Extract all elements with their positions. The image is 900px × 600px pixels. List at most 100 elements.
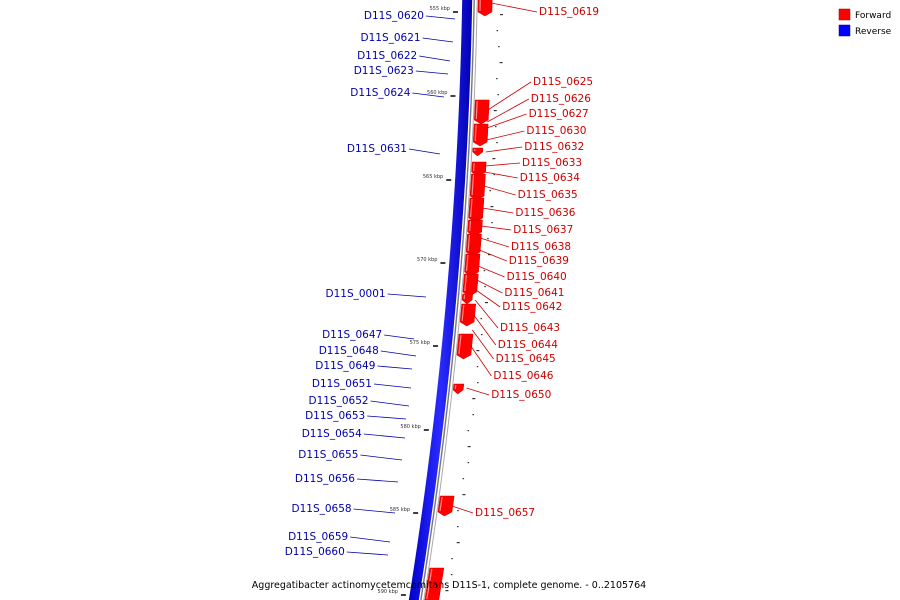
reverse-gene-label: D11S_0660	[285, 546, 345, 558]
forward-gene-block	[462, 273, 479, 297]
leader-line	[370, 400, 410, 407]
leader-line	[380, 350, 417, 357]
leader-line	[422, 37, 454, 43]
leader-line	[363, 433, 406, 439]
scale-tick	[492, 158, 496, 160]
forward-gene-label: D11S_0644	[498, 339, 558, 351]
forward-gene-label: D11S_0626	[531, 93, 591, 105]
scale-tick	[451, 558, 453, 560]
reverse-gene-label: D11S_0659	[288, 531, 348, 543]
leader-line	[451, 505, 474, 514]
leader-line	[346, 551, 389, 556]
leader-line	[384, 334, 415, 340]
scale-tick-label: 560 kbp	[427, 90, 447, 96]
forward-gene-label: D11S_0632	[524, 141, 584, 153]
reverse-gene-label: D11S_0648	[319, 345, 379, 357]
legend: Forward Reverse	[838, 8, 892, 37]
scale-tick	[489, 190, 491, 192]
scale-tick	[467, 462, 470, 464]
leader-line	[480, 237, 510, 248]
gene-highlight	[472, 162, 475, 172]
backbone-layer	[408, 0, 478, 600]
scale-tick	[472, 414, 474, 416]
leader-line	[419, 55, 451, 62]
forward-gene-label: D11S_0633	[522, 157, 582, 169]
scale-tick	[476, 350, 480, 352]
forward-gene-block	[472, 123, 489, 147]
reverse-strand-band	[408, 0, 473, 600]
leader-line	[387, 293, 427, 298]
reverse-gene-label: D11S_0658	[292, 503, 352, 515]
leader-line	[377, 365, 413, 370]
forward-gene-label: D11S_0627	[529, 108, 589, 120]
forward-gene-block	[461, 293, 473, 305]
gene-highlight	[474, 124, 477, 142]
leader-line	[479, 249, 507, 262]
forward-gene-label: D11S_0638	[511, 241, 571, 253]
scale-tick	[445, 590, 449, 592]
legend-reverse-swatch	[838, 24, 851, 37]
gene-highlight	[454, 384, 457, 390]
reverse-gene-label: D11S_0622	[357, 50, 417, 62]
scale-tick	[484, 302, 488, 304]
leader-line	[491, 2, 538, 13]
scale-tick	[480, 334, 483, 336]
scale-tick-label: 555 kbp	[430, 6, 450, 12]
scale-tick	[499, 62, 503, 64]
gene-highlight	[471, 174, 475, 196]
leader-line	[474, 299, 499, 329]
leader-line	[483, 185, 516, 196]
forward-gene-label: D11S_0635	[518, 189, 578, 201]
scale-tick	[499, 14, 503, 16]
scale-tick	[487, 238, 489, 240]
reverse-gene-label: D11S_0647	[322, 329, 382, 341]
gene-highlight	[439, 496, 443, 512]
scale-tick	[498, 46, 500, 48]
leader-line	[481, 225, 512, 231]
gene-highlight	[475, 100, 478, 120]
forward-gene-block	[472, 147, 484, 157]
tick-layer: 555 kbp 560 kbp 565 kbp 570 kbp 575 kbp 580 k…	[378, 6, 503, 596]
scale-tick	[450, 574, 453, 576]
leader-line	[360, 454, 403, 461]
scale-tick	[490, 206, 494, 208]
leader-line	[475, 289, 501, 308]
forward-gene-block	[424, 567, 445, 600]
scale-tick	[462, 478, 465, 480]
gene-highlight	[469, 220, 472, 232]
scale-tick	[476, 366, 479, 368]
leader-line	[353, 508, 396, 514]
gene-highlight	[426, 568, 433, 600]
feature-layer	[424, 0, 493, 600]
forward-gene-label: D11S_0642	[502, 301, 562, 313]
scale-tick	[477, 382, 479, 384]
scale-tick	[480, 318, 482, 320]
leader-line	[486, 130, 525, 141]
leader-line	[466, 387, 490, 396]
leader-line	[373, 383, 412, 389]
scale-tick	[487, 254, 491, 256]
leader-line	[473, 314, 497, 346]
reverse-gene-label: D11S_0655	[298, 449, 358, 461]
scale-tick	[467, 446, 471, 448]
legend-forward-label: Forward	[855, 11, 891, 21]
forward-gene-label: D11S_0657	[475, 507, 535, 519]
reverse-gene-label: D11S_0621	[361, 32, 421, 44]
scale-tick	[496, 142, 498, 144]
forward-gene-label: D11S_0619	[539, 6, 599, 18]
scale-tick	[491, 222, 493, 224]
leader-line	[367, 415, 407, 420]
reverse-gene-label: D11S_0652	[309, 395, 369, 407]
scale-tick	[496, 78, 498, 80]
leader-line	[482, 207, 514, 214]
reverse-gene-label: D11S_0651	[312, 378, 372, 390]
scale-tick-label: 590 kbp	[378, 589, 398, 595]
forward-gene-block	[459, 303, 477, 327]
backbone-line	[423, 0, 478, 600]
reverse-gene-label: D11S_0001	[326, 288, 386, 300]
leader-layer	[346, 2, 538, 556]
gene-highlight	[467, 234, 471, 252]
reverse-gene-label: D11S_0624	[350, 87, 410, 99]
forward-gene-block	[452, 383, 465, 395]
scale-tick-label: 580 kbp	[400, 424, 420, 430]
